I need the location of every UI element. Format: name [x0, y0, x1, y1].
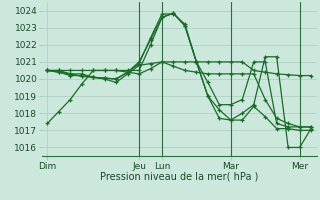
X-axis label: Pression niveau de la mer( hPa ): Pression niveau de la mer( hPa ) [100, 172, 258, 182]
